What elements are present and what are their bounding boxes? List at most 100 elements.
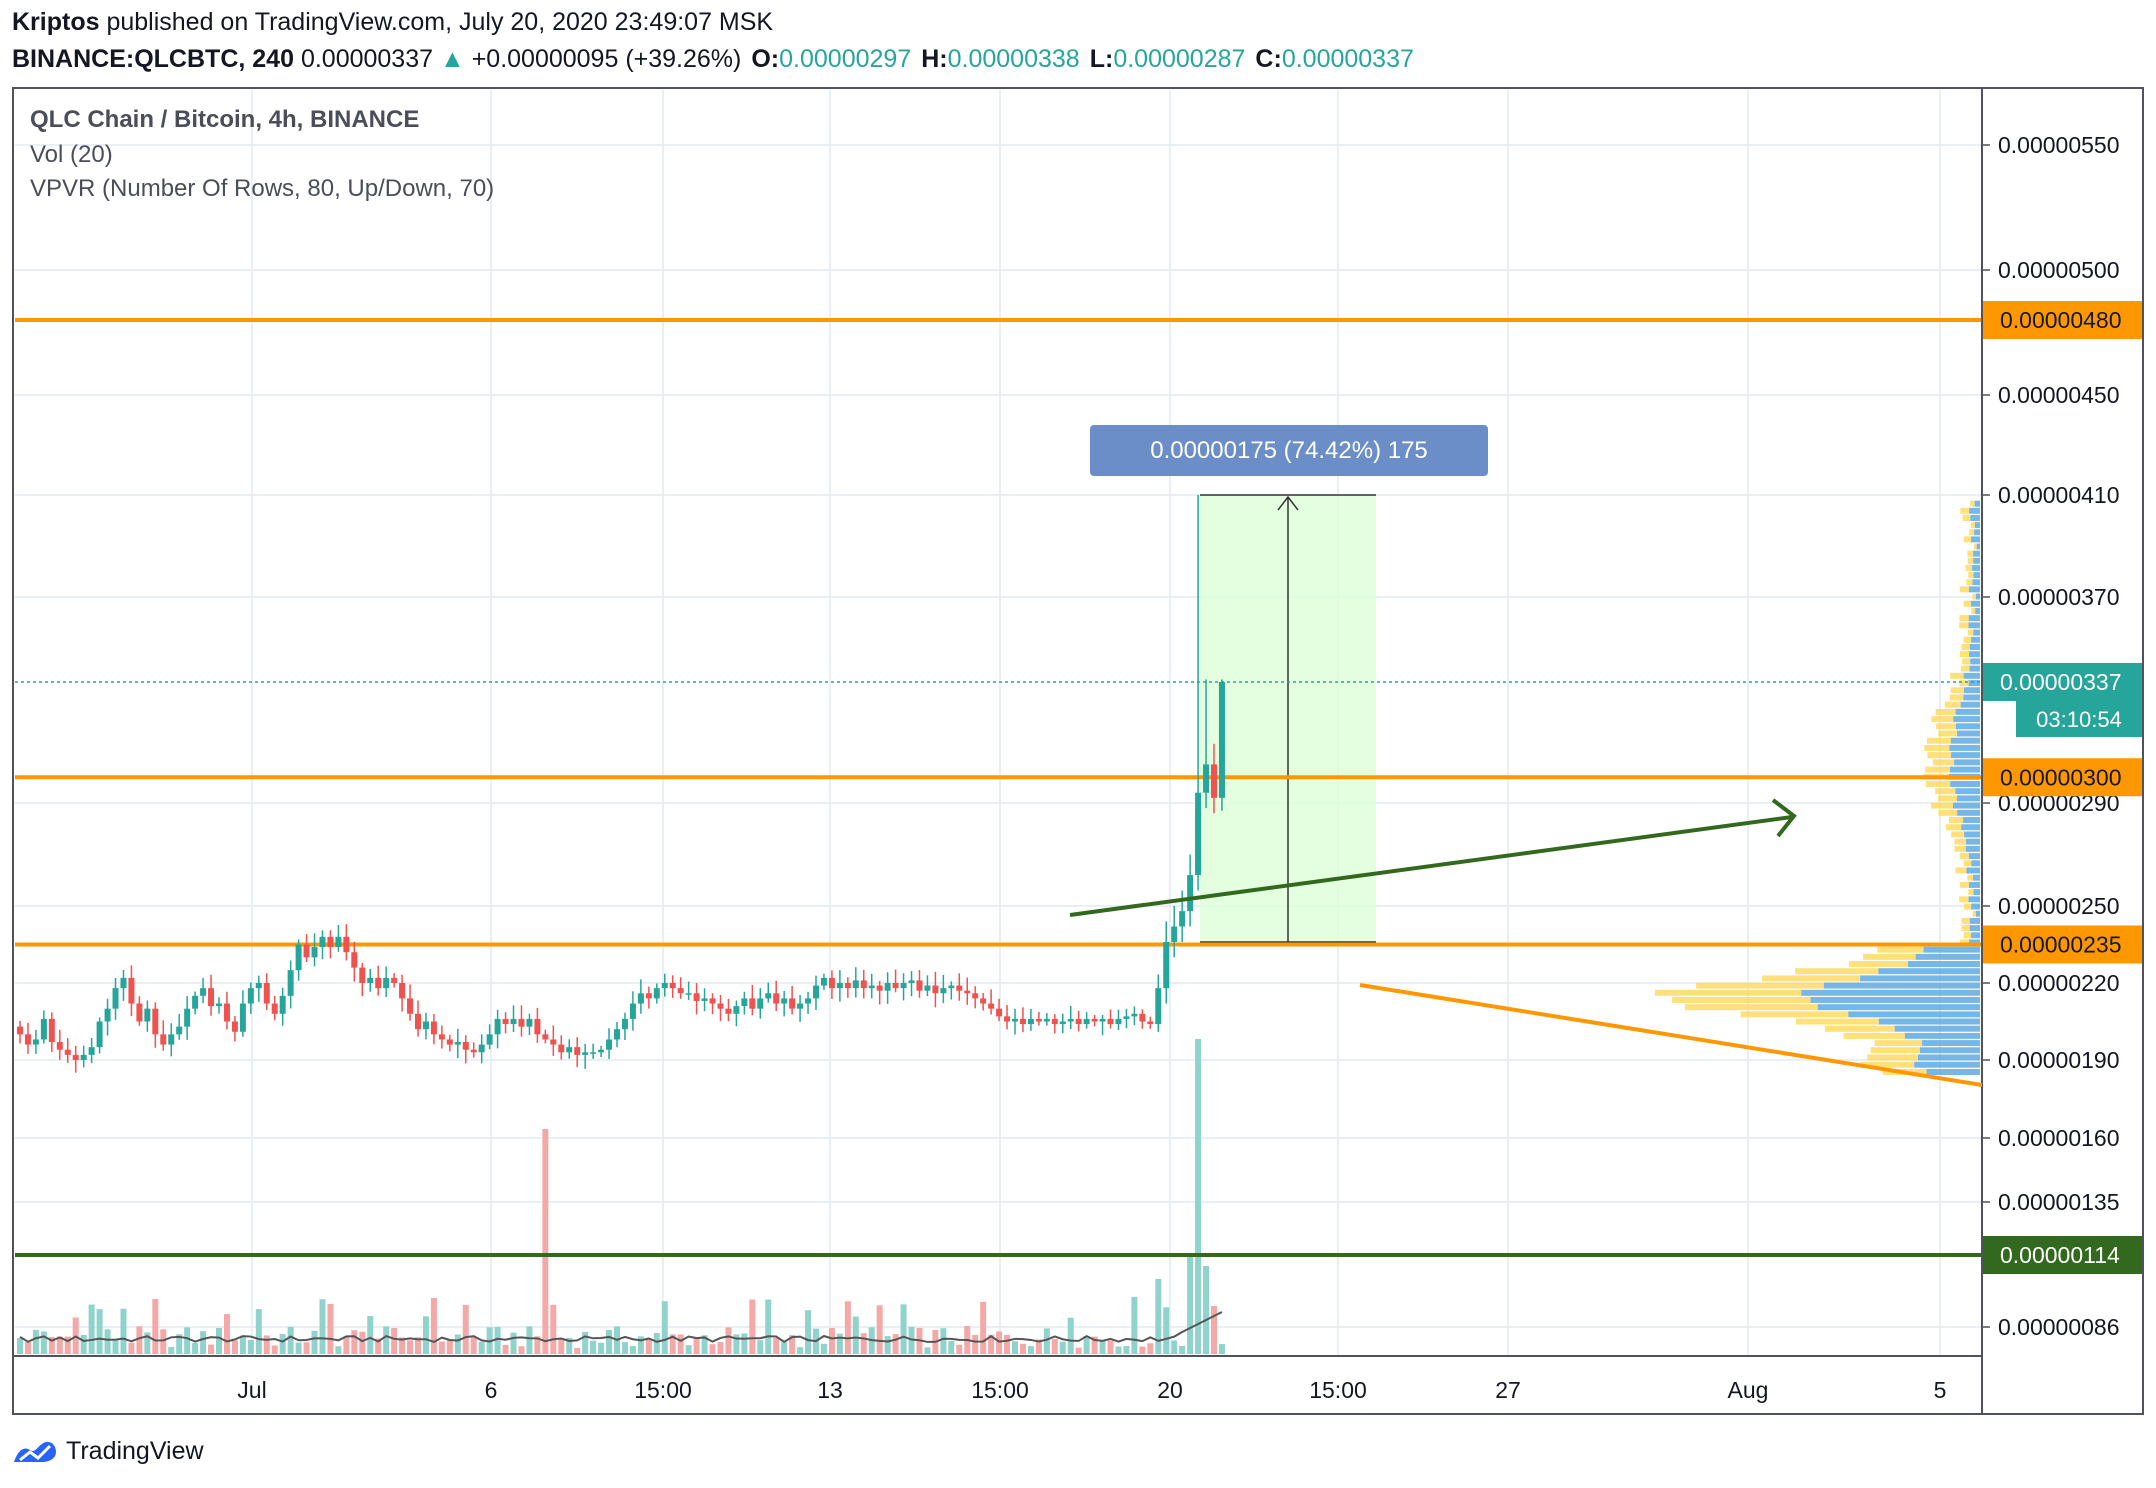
- candle-body: [1035, 1018, 1042, 1022]
- vpvr-up-bar: [1877, 946, 1924, 953]
- price-tick-label: 0.00000250: [1998, 893, 2120, 919]
- volume-bar: [494, 1326, 501, 1354]
- volume-bar: [781, 1342, 788, 1354]
- candle-body: [64, 1049, 71, 1055]
- candle-body: [399, 983, 406, 999]
- time-tick-label: Aug: [1728, 1377, 1769, 1403]
- volume-bar: [1218, 1344, 1225, 1354]
- volume-bar: [462, 1304, 469, 1354]
- vpvr-up-bar: [1795, 1018, 1879, 1025]
- volume-bar: [510, 1332, 517, 1354]
- candle-body: [645, 993, 652, 999]
- orange-trend-line: [1359, 983, 1983, 1087]
- vpvr-up-bar: [1967, 629, 1974, 636]
- volume-bar: [542, 1129, 549, 1354]
- price-tick-label: 0.00000550: [1998, 132, 2120, 158]
- candle-body: [1115, 1018, 1122, 1025]
- vpvr-down-bar: [1878, 968, 1980, 975]
- close-value: 0.00000337: [1281, 45, 1414, 73]
- candle-body: [168, 1034, 175, 1045]
- vpvr-down-bar: [1949, 744, 1980, 751]
- vpvr-up-bar: [1874, 1040, 1923, 1047]
- vpvr-down-bar: [1963, 687, 1980, 694]
- candle-body: [279, 995, 286, 1014]
- candle-body: [470, 1049, 477, 1053]
- vpvr-down-bar: [1917, 1054, 1980, 1061]
- vpvr-up-bar: [1654, 989, 1802, 996]
- time-tick-label: Jul: [237, 1377, 266, 1403]
- candle-body: [924, 985, 931, 991]
- vpvr-up-bar: [1960, 507, 1970, 514]
- time-tick-label: 27: [1495, 1377, 1521, 1403]
- vpvr-down-bar: [1955, 723, 1980, 730]
- vpvr-up-bar: [1949, 694, 1964, 701]
- candle-body: [860, 980, 867, 989]
- vpvr-up-bar: [1671, 996, 1811, 1003]
- volume-bar: [1211, 1306, 1217, 1354]
- vpvr-up-bar: [1936, 723, 1956, 730]
- volume-bar: [160, 1329, 167, 1354]
- vpvr-down-bar: [1965, 845, 1980, 852]
- candle-body: [717, 1003, 724, 1009]
- volume-bar: [287, 1326, 294, 1354]
- time-tick-label: 13: [817, 1377, 843, 1403]
- vpvr-down-bar: [1926, 1069, 1980, 1075]
- vpvr-up-bar: [1968, 889, 1974, 896]
- vpvr-down-bar: [1954, 759, 1980, 766]
- volume-bar: [367, 1316, 374, 1354]
- vpvr-down-bar: [1969, 643, 1980, 650]
- volume-bar: [621, 1342, 628, 1354]
- vpvr-down-bar: [1969, 917, 1980, 924]
- close-label: C:: [1255, 45, 1282, 73]
- candle-body: [629, 1003, 636, 1019]
- low-value: 0.00000287: [1113, 45, 1246, 73]
- volume-bar: [446, 1340, 453, 1354]
- candle-body: [566, 1047, 573, 1053]
- volume-bar: [685, 1345, 692, 1354]
- measure-label-text: 0.00000175 (74.42%) 175: [1150, 437, 1428, 464]
- price-chart[interactable]: Jul 6 15:00 13 15:00 20 15:00 27 Aug 5 0.00000550…: [0, 0, 2156, 1430]
- vpvr-up-bar: [1971, 607, 1976, 614]
- candle-body: [1195, 792, 1202, 876]
- vpvr-down-bar: [1823, 982, 1980, 989]
- vpvr-down-bar: [1949, 766, 1980, 773]
- candle-body: [621, 1018, 628, 1030]
- vpvr-down-bar: [1969, 507, 1980, 514]
- vpvr-down-bar: [1965, 838, 1980, 845]
- candle-body: [1004, 1016, 1011, 1022]
- candle-body: [996, 1008, 1003, 1017]
- vpvr-up-bar: [1959, 586, 1969, 593]
- volume-bar: [900, 1304, 907, 1354]
- candle-body: [773, 993, 780, 1004]
- vpvr-down-bar: [1860, 975, 1980, 982]
- candle-body: [24, 1034, 31, 1045]
- price-label-text: 0.00000480: [2000, 307, 2122, 333]
- candle-body: [868, 985, 875, 989]
- candle-body: [972, 993, 979, 999]
- volume-bar: [558, 1338, 565, 1354]
- vpvr-up-bar: [1963, 536, 1972, 543]
- candle-body: [916, 980, 923, 991]
- candle-body: [415, 1013, 421, 1030]
- volume-bar: [415, 1337, 421, 1354]
- volume-bar: [996, 1331, 1003, 1354]
- candle-body: [32, 1039, 39, 1045]
- vpvr-down-bar: [1969, 665, 1980, 672]
- vpvr-down-bar: [1964, 831, 1980, 838]
- vpvr-up-bar: [1931, 716, 1954, 723]
- vpvr-legend: VPVR (Number Of Rows, 80, Up/Down, 70): [30, 175, 495, 202]
- volume-bar: [327, 1303, 334, 1354]
- vpvr-up-bar: [1927, 752, 1952, 759]
- candle-body: [287, 970, 294, 996]
- volume-bar: [550, 1304, 557, 1354]
- vpvr-down-bar: [1973, 557, 1980, 564]
- candle-body: [637, 993, 644, 1004]
- candle-body: [502, 1018, 509, 1025]
- candle-body: [980, 998, 987, 1004]
- volume-bar: [319, 1299, 326, 1354]
- volume-bar: [828, 1327, 835, 1354]
- volume-bar: [128, 1342, 135, 1354]
- candle-body: [462, 1042, 469, 1050]
- vpvr-down-bar: [1952, 802, 1980, 809]
- vpvr-down-bar: [1962, 817, 1980, 824]
